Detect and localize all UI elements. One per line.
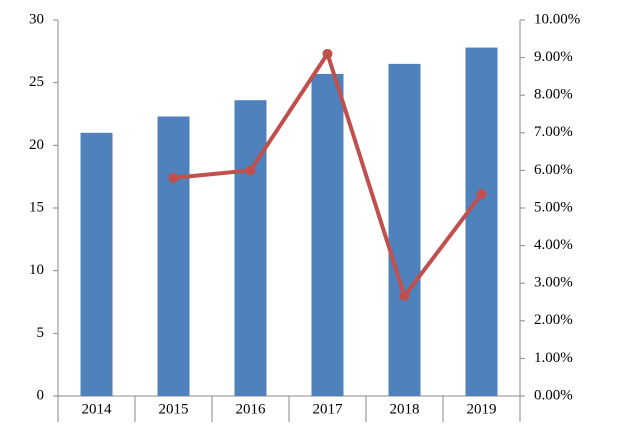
y-tick-label: 5: [37, 325, 45, 341]
line-point: [476, 189, 487, 200]
x-tick-label: 2015: [159, 401, 189, 417]
y2-tick-label: 9.00%: [534, 49, 573, 65]
y-tick-label: 30: [29, 11, 44, 27]
y2-tick-label: 10.00%: [534, 11, 580, 27]
y2-tick-label: 7.00%: [534, 124, 573, 140]
y2-tick-label: 0.00%: [534, 387, 573, 403]
y-tick-label: 10: [29, 262, 44, 278]
y-tick-label: 0: [37, 387, 45, 403]
y-tick-label: 25: [29, 74, 44, 90]
x-tick-label: 2016: [236, 401, 267, 417]
y-tick-label: 20: [29, 137, 44, 153]
y2-tick-label: 5.00%: [534, 199, 573, 215]
x-tick-label: 2014: [82, 401, 113, 417]
y2-tick-label: 6.00%: [534, 162, 573, 178]
y2-tick-label: 4.00%: [534, 237, 573, 253]
bar: [80, 132, 113, 397]
bar: [311, 73, 344, 396]
x-tick-label: 2019: [467, 401, 497, 417]
bar: [465, 47, 498, 396]
bar: [157, 116, 190, 397]
line-point: [245, 165, 256, 176]
bar: [388, 63, 421, 396]
line-point: [322, 48, 333, 59]
x-tick-label: 2018: [390, 401, 420, 417]
y2-tick-label: 1.00%: [534, 350, 573, 366]
y-tick-label: 15: [29, 199, 44, 215]
y2-tick-label: 8.00%: [534, 87, 573, 103]
y2-tick-label: 3.00%: [534, 275, 573, 291]
line-point: [168, 172, 179, 183]
bar: [234, 100, 267, 397]
x-tick-label: 2017: [313, 401, 344, 417]
y2-tick-label: 2.00%: [534, 312, 573, 328]
line-point: [399, 290, 410, 301]
